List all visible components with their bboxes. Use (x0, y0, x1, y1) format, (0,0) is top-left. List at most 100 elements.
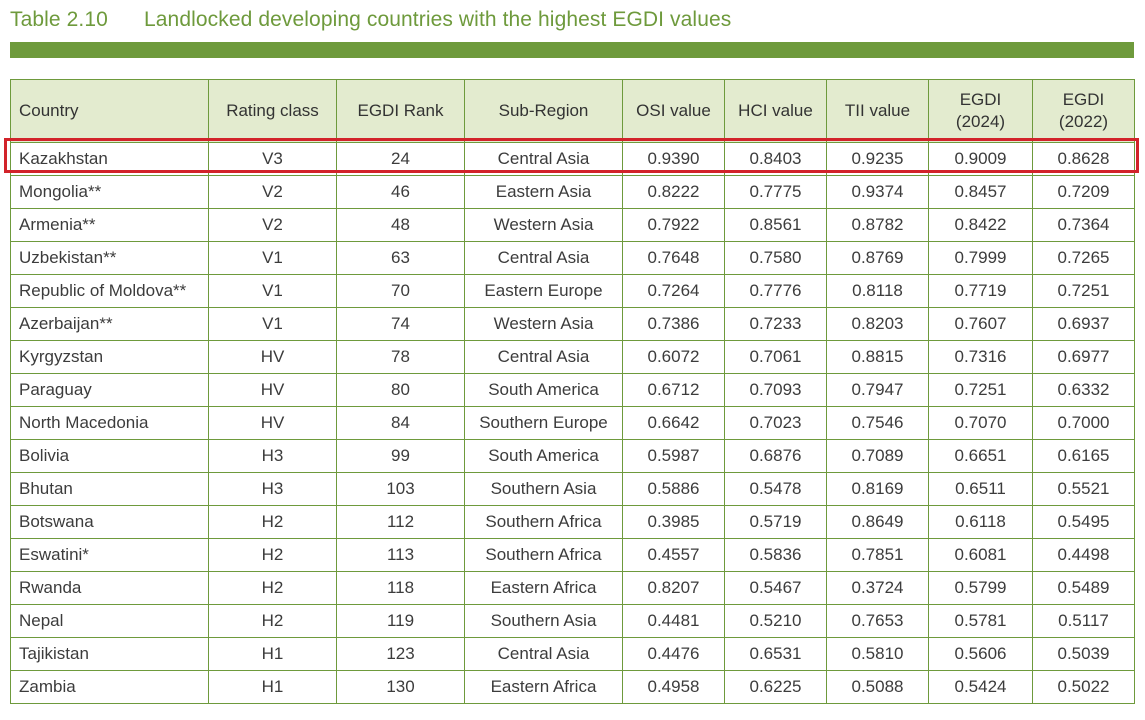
cell-country: Zambia (10, 670, 209, 704)
cell-egdi-2022: 0.5521 (1032, 472, 1135, 506)
cell-country: Tajikistan (10, 637, 209, 671)
cell-egdi-2024: 0.7251 (928, 373, 1033, 407)
cell-osi-value: 0.7264 (622, 274, 725, 308)
cell-egdi-rank: 74 (336, 307, 465, 341)
cell-hci-value: 0.7093 (724, 373, 827, 407)
cell-egdi-2024: 0.6081 (928, 538, 1033, 572)
cell-tii-value: 0.8169 (826, 472, 929, 506)
cell-egdi-2024: 0.7070 (928, 406, 1033, 440)
cell-egdi-rank: 99 (336, 439, 465, 473)
cell-sub-region: Eastern Africa (464, 571, 623, 605)
table-row: Zambia H1 130 Eastern Africa 0.4958 0.6225 0.5… (10, 670, 1135, 704)
cell-rating-class: H1 (208, 670, 337, 704)
table-row: Nepal H2 119 Southern Asia 0.4481 0.5210 0.765… (10, 604, 1135, 638)
cell-egdi-rank: 24 (336, 142, 465, 176)
cell-country: Armenia** (10, 208, 209, 242)
cell-country: Bolivia (10, 439, 209, 473)
cell-tii-value: 0.7546 (826, 406, 929, 440)
col-header-egdi-rank: EGDI Rank (336, 79, 465, 143)
col-header-rating-class: Rating class (208, 79, 337, 143)
table-row: Kyrgyzstan HV 78 Central Asia 0.6072 0.7061 0.… (10, 340, 1135, 374)
cell-sub-region: Eastern Asia (464, 175, 623, 209)
cell-egdi-2024: 0.7316 (928, 340, 1033, 374)
table-row: Mongolia** V2 46 Eastern Asia 0.8222 0.7775 0.… (10, 175, 1135, 209)
cell-hci-value: 0.7580 (724, 241, 827, 275)
cell-egdi-2024: 0.5781 (928, 604, 1033, 638)
cell-sub-region: Southern Africa (464, 505, 623, 539)
cell-hci-value: 0.5836 (724, 538, 827, 572)
cell-tii-value: 0.7089 (826, 439, 929, 473)
table-row: Tajikistan H1 123 Central Asia 0.4476 0.6531 0… (10, 637, 1135, 671)
cell-sub-region: Central Asia (464, 241, 623, 275)
cell-egdi-2022: 0.4498 (1032, 538, 1135, 572)
cell-osi-value: 0.4481 (622, 604, 725, 638)
table-row: North Macedonia HV 84 Southern Europe 0.6642… (10, 406, 1135, 440)
cell-rating-class: H3 (208, 472, 337, 506)
cell-egdi-rank: 112 (336, 505, 465, 539)
cell-rating-class: V2 (208, 175, 337, 209)
table-row: Bolivia H3 99 South America 0.5987 0.6876 0.70… (10, 439, 1135, 473)
cell-rating-class: V1 (208, 241, 337, 275)
cell-egdi-rank: 118 (336, 571, 465, 605)
col-header-egdi-2024: EGDI (2024) (928, 79, 1033, 143)
cell-osi-value: 0.7648 (622, 241, 725, 275)
cell-hci-value: 0.7023 (724, 406, 827, 440)
cell-egdi-2022: 0.8628 (1032, 142, 1135, 176)
cell-rating-class: V2 (208, 208, 337, 242)
cell-hci-value: 0.7776 (724, 274, 827, 308)
cell-rating-class: HV (208, 406, 337, 440)
cell-egdi-2024: 0.9009 (928, 142, 1033, 176)
cell-osi-value: 0.5987 (622, 439, 725, 473)
header-row: Country Rating class EGDI Rank Sub-Regio… (10, 79, 1135, 143)
table-row: Paraguay HV 80 South America 0.6712 0.7093 0.7… (10, 373, 1135, 407)
cell-hci-value: 0.6225 (724, 670, 827, 704)
cell-rating-class: V3 (208, 142, 337, 176)
cell-egdi-2024: 0.8422 (928, 208, 1033, 242)
cell-tii-value: 0.8649 (826, 505, 929, 539)
cell-osi-value: 0.5886 (622, 472, 725, 506)
cell-sub-region: Eastern Europe (464, 274, 623, 308)
col-header-egdi-2022-line1: EGDI (1062, 90, 1105, 109)
cell-tii-value: 0.9235 (826, 142, 929, 176)
cell-country: Kyrgyzstan (10, 340, 209, 374)
cell-osi-value: 0.8222 (622, 175, 725, 209)
cell-egdi-2022: 0.5495 (1032, 505, 1135, 539)
cell-egdi-2024: 0.5606 (928, 637, 1033, 671)
cell-egdi-2022: 0.7364 (1032, 208, 1135, 242)
table-row: Azerbaijan** V1 74 Western Asia 0.7386 0.7233… (10, 307, 1135, 341)
cell-egdi-2022: 0.5117 (1032, 604, 1135, 638)
cell-country: Azerbaijan** (10, 307, 209, 341)
cell-osi-value: 0.4476 (622, 637, 725, 671)
cell-egdi-rank: 123 (336, 637, 465, 671)
table-number: Table 2.10 (10, 8, 108, 31)
cell-sub-region: Central Asia (464, 637, 623, 671)
cell-egdi-2022: 0.5022 (1032, 670, 1135, 704)
cell-tii-value: 0.5088 (826, 670, 929, 704)
cell-osi-value: 0.6642 (622, 406, 725, 440)
cell-tii-value: 0.7851 (826, 538, 929, 572)
cell-country: Paraguay (10, 373, 209, 407)
cell-egdi-2024: 0.6511 (928, 472, 1033, 506)
cell-rating-class: H2 (208, 604, 337, 638)
cell-tii-value: 0.9374 (826, 175, 929, 209)
cell-egdi-rank: 103 (336, 472, 465, 506)
col-header-egdi-2022-line2: (2022) (1058, 112, 1109, 131)
cell-sub-region: Central Asia (464, 142, 623, 176)
col-header-egdi-2024-line1: EGDI (959, 90, 1002, 109)
cell-tii-value: 0.5810 (826, 637, 929, 671)
cell-sub-region: Eastern Africa (464, 670, 623, 704)
cell-tii-value: 0.7653 (826, 604, 929, 638)
cell-egdi-rank: 80 (336, 373, 465, 407)
cell-tii-value: 0.3724 (826, 571, 929, 605)
cell-rating-class: H2 (208, 538, 337, 572)
cell-egdi-2022: 0.5489 (1032, 571, 1135, 605)
table-body: Kazakhstan V3 24 Central Asia 0.9390 0.8403 0.… (10, 142, 1135, 704)
cell-country: Uzbekistan** (10, 241, 209, 275)
cell-egdi-rank: 113 (336, 538, 465, 572)
cell-egdi-2022: 0.7000 (1032, 406, 1135, 440)
cell-egdi-2022: 0.6977 (1032, 340, 1135, 374)
cell-egdi-2024: 0.5799 (928, 571, 1033, 605)
cell-egdi-rank: 63 (336, 241, 465, 275)
cell-egdi-2022: 0.7251 (1032, 274, 1135, 308)
cell-tii-value: 0.7947 (826, 373, 929, 407)
